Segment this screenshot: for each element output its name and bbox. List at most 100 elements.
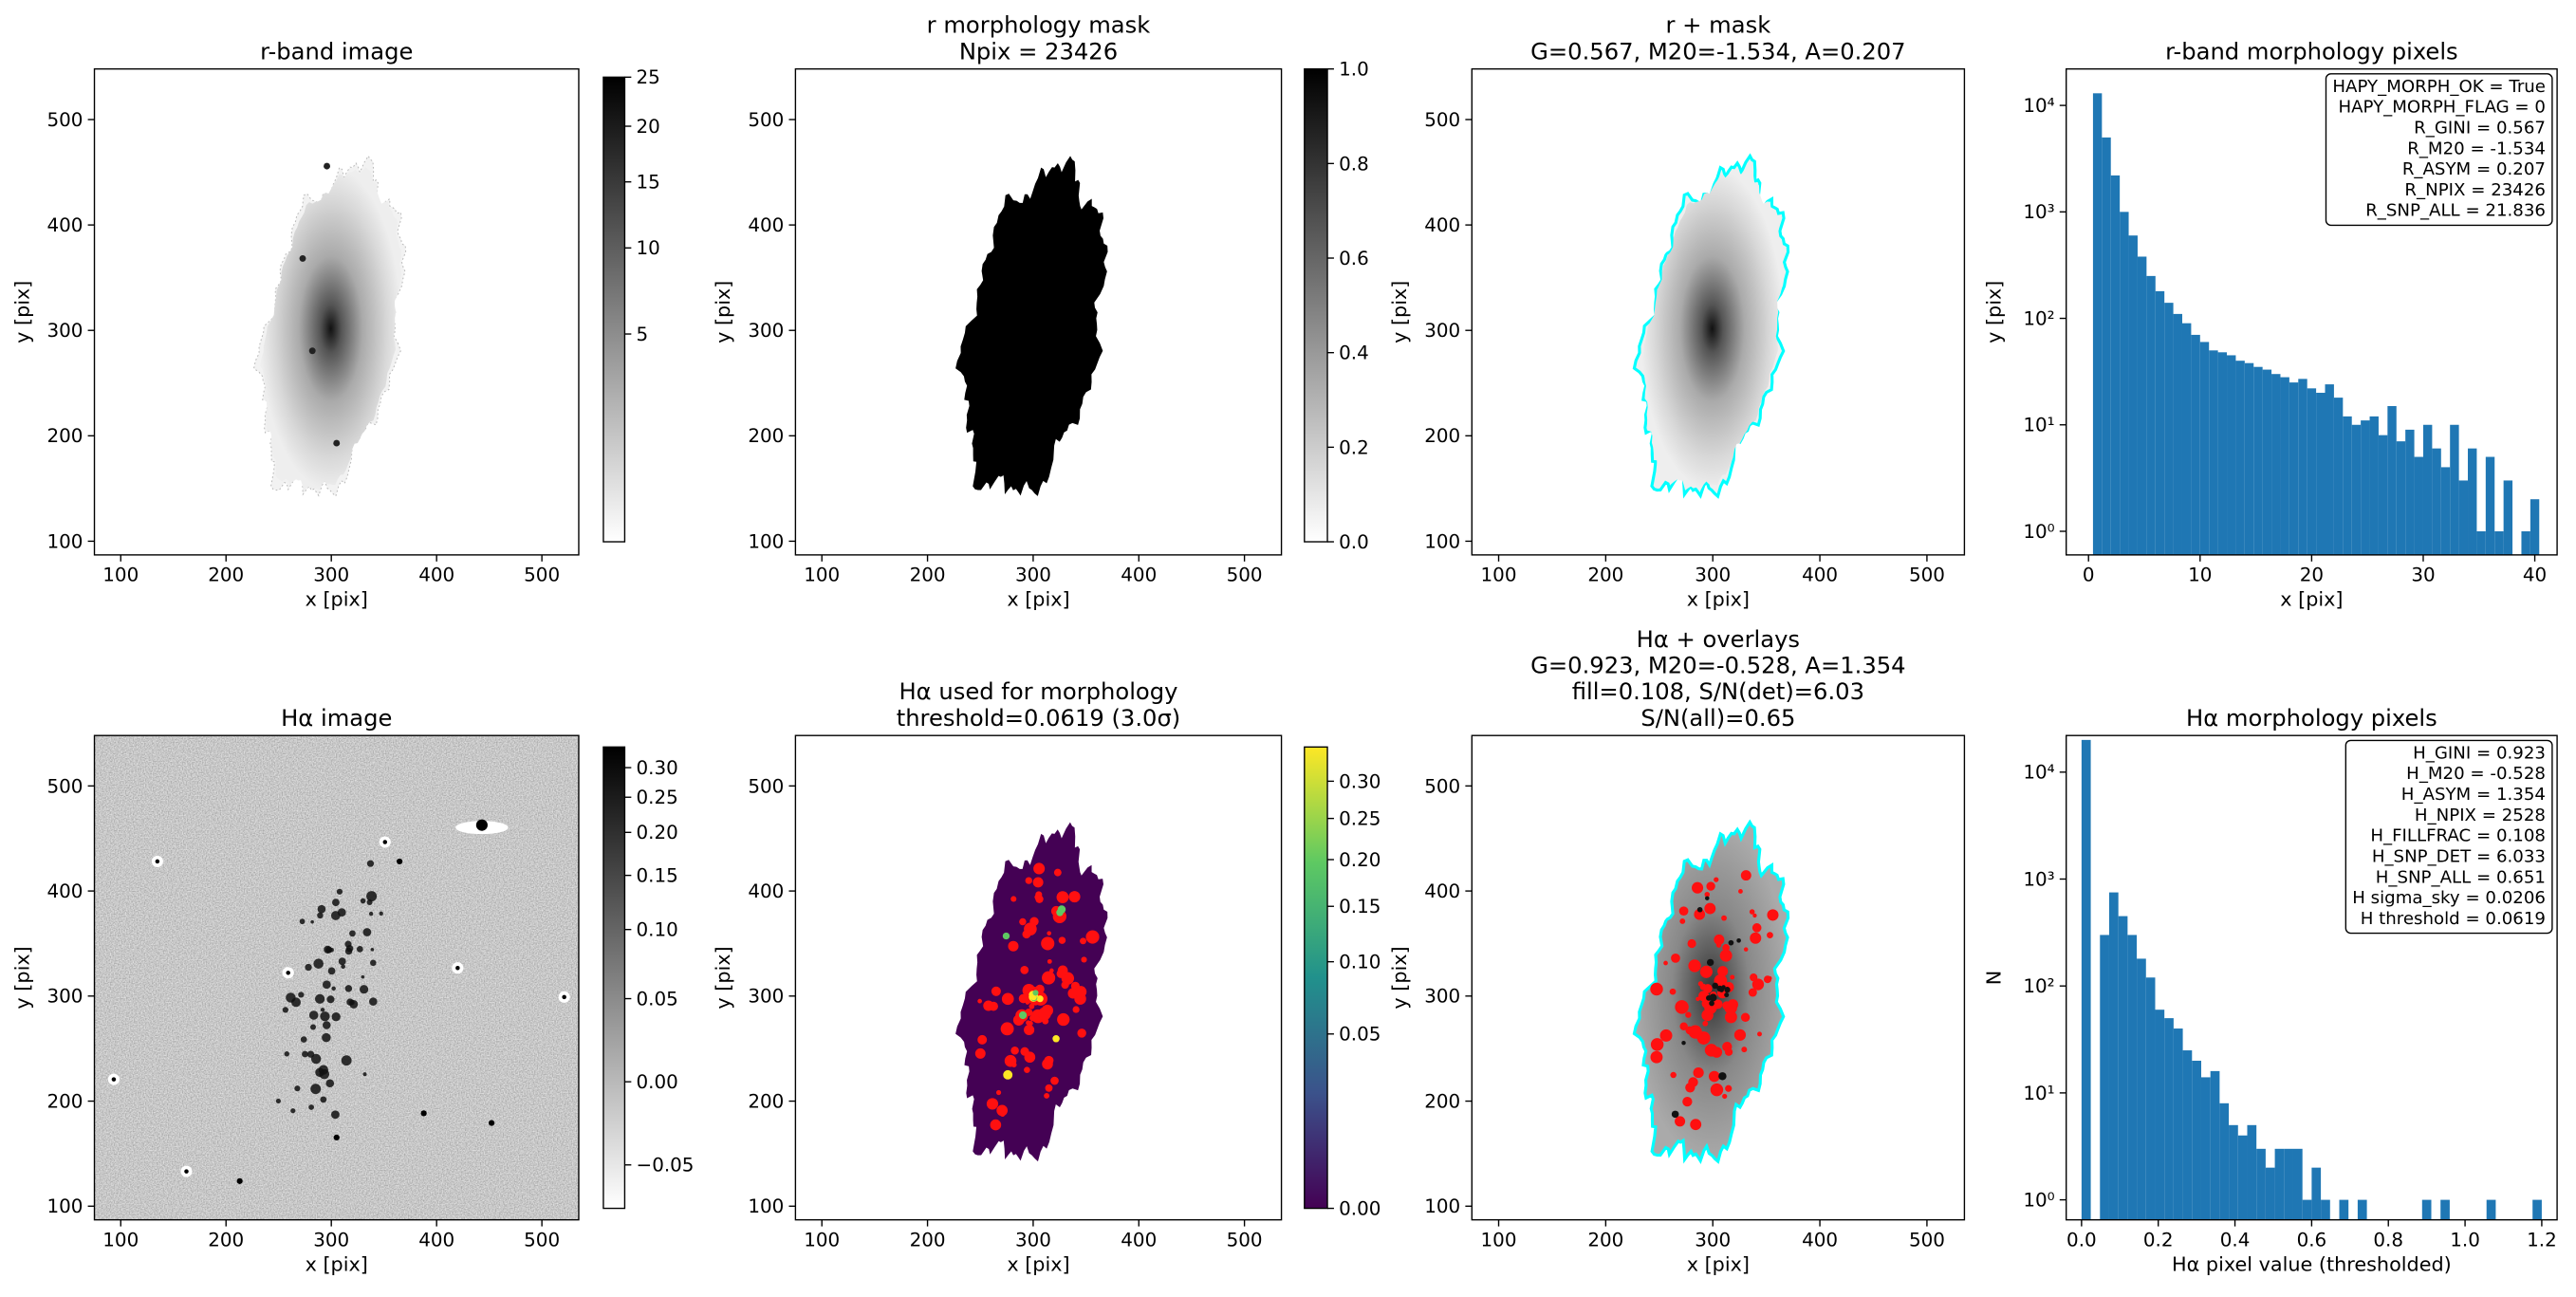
histogram-bar (2155, 1010, 2165, 1220)
ha-region (1025, 877, 1032, 884)
histogram-bar (2468, 448, 2477, 555)
histogram-bar (2137, 256, 2147, 555)
colorbar-tick-label: 0.2 (1339, 436, 1369, 458)
ha-knot (319, 1068, 330, 1080)
y-tick-label: 500 (748, 109, 784, 131)
ha-region (1757, 1031, 1762, 1037)
histogram-bar (2192, 1060, 2201, 1220)
histogram-bar (2200, 1077, 2211, 1220)
colorbar (1304, 746, 1328, 1210)
ha-region (1713, 999, 1723, 1010)
ha-knot (1705, 896, 1710, 900)
ha-region (1679, 1022, 1688, 1030)
histogram-bar (2316, 392, 2326, 555)
colorbar-tick-label: 0.8 (1339, 153, 1369, 175)
histogram-bar (2458, 480, 2469, 555)
ha-region (1678, 1001, 1684, 1007)
ha-knot (370, 959, 377, 967)
ha-knot (1696, 906, 1703, 913)
ha-knot (366, 860, 375, 867)
histogram-bar (2476, 530, 2486, 555)
histogram-bar (2100, 935, 2109, 1220)
annotation-line: H_FILLFRAC = 0.108 (2370, 826, 2546, 846)
x-tick-label: 400 (1121, 1229, 1157, 1251)
histogram-bar (2262, 369, 2272, 555)
star-core (562, 994, 566, 1000)
ha-region (1032, 877, 1044, 888)
ha-region (1714, 877, 1719, 882)
ha-region (1650, 1038, 1664, 1051)
ha-bright (1019, 1010, 1028, 1020)
x-tick-label: 500 (524, 565, 560, 586)
mask (955, 156, 1108, 496)
histogram-bar (2118, 916, 2128, 1220)
ha-region (1702, 1020, 1709, 1027)
histogram-bar (2532, 1199, 2542, 1220)
ha-knot (305, 963, 312, 972)
axes-frame (2066, 734, 2558, 1221)
panel-title: Hα image (281, 705, 392, 732)
histogram-bar (2217, 352, 2228, 555)
ha-knot (370, 948, 375, 952)
ha-region (1001, 992, 1014, 1006)
ha-knot (317, 912, 324, 919)
annotation-line: H_SNP_ALL = 0.651 (2376, 867, 2546, 887)
histogram-bar (2181, 323, 2192, 555)
axes-frame (93, 734, 580, 1221)
x-tick-label: 300 (1695, 565, 1731, 586)
ha-knot (306, 1050, 315, 1058)
x-tick-label: 500 (1227, 565, 1263, 586)
ha-knot (346, 998, 354, 1006)
y-tick-label: 300 (46, 986, 83, 1008)
colorbar-tick-label: 1.0 (1339, 59, 1369, 81)
ha-region (1650, 1050, 1663, 1064)
ha-region (1710, 1083, 1724, 1097)
axes-frame (2066, 67, 2558, 556)
ha-knot (344, 985, 353, 992)
bars (2092, 93, 2540, 555)
ha-knot (317, 904, 326, 914)
ha-region (1767, 932, 1773, 939)
ha-region (1721, 915, 1727, 921)
ha-region (1033, 862, 1046, 875)
histogram-bar (2209, 350, 2218, 555)
annotation-line: H_SNP_DET = 6.033 (2372, 846, 2546, 866)
histogram-bar (2227, 355, 2236, 555)
x-axis-label: x [pix] (1687, 588, 1750, 611)
star-core (382, 840, 388, 844)
colorbar-tick-label: 0.05 (637, 988, 678, 1010)
panel-title: Hα morphology pixels (2186, 705, 2437, 732)
ha-region (1722, 944, 1730, 952)
y-tick-label: 10⁴ (2023, 95, 2054, 117)
ha-region (1687, 938, 1696, 949)
y-axis-label: y [pix] (10, 281, 33, 343)
ha-region (1072, 1006, 1080, 1013)
ha-region (1014, 1016, 1023, 1025)
ha-region (1740, 1012, 1751, 1022)
ha-region (1714, 934, 1725, 945)
x-tick-label: 400 (418, 1229, 454, 1251)
ha-region (995, 1089, 1002, 1096)
x-tick-label: 100 (102, 565, 139, 586)
histogram-bar (2343, 416, 2352, 555)
x-tick-label: 200 (208, 565, 244, 586)
ha-knot (362, 928, 372, 936)
y-tick-label: 400 (46, 214, 83, 236)
ha-region (990, 1119, 1002, 1131)
x-tick-label: 300 (313, 1229, 349, 1251)
histogram-bar (2092, 93, 2103, 555)
ha-knot (341, 964, 345, 970)
x-tick-label: 400 (1121, 565, 1157, 586)
y-tick-label: 400 (46, 880, 83, 902)
histogram-bar (2298, 379, 2307, 555)
histogram-bar (2289, 382, 2299, 555)
ha-knot (327, 967, 336, 975)
y-tick-label: 300 (748, 320, 784, 342)
colorbar-tick-label: 0.10 (637, 919, 678, 941)
ha-knot (366, 891, 378, 902)
x-tick-label: 30 (2411, 565, 2435, 586)
annotation-line: R_ASYM = 0.207 (2402, 159, 2546, 179)
x-tick-label: 500 (524, 1229, 560, 1251)
histogram-bar (2432, 448, 2441, 555)
ha-bright (1003, 1069, 1013, 1080)
